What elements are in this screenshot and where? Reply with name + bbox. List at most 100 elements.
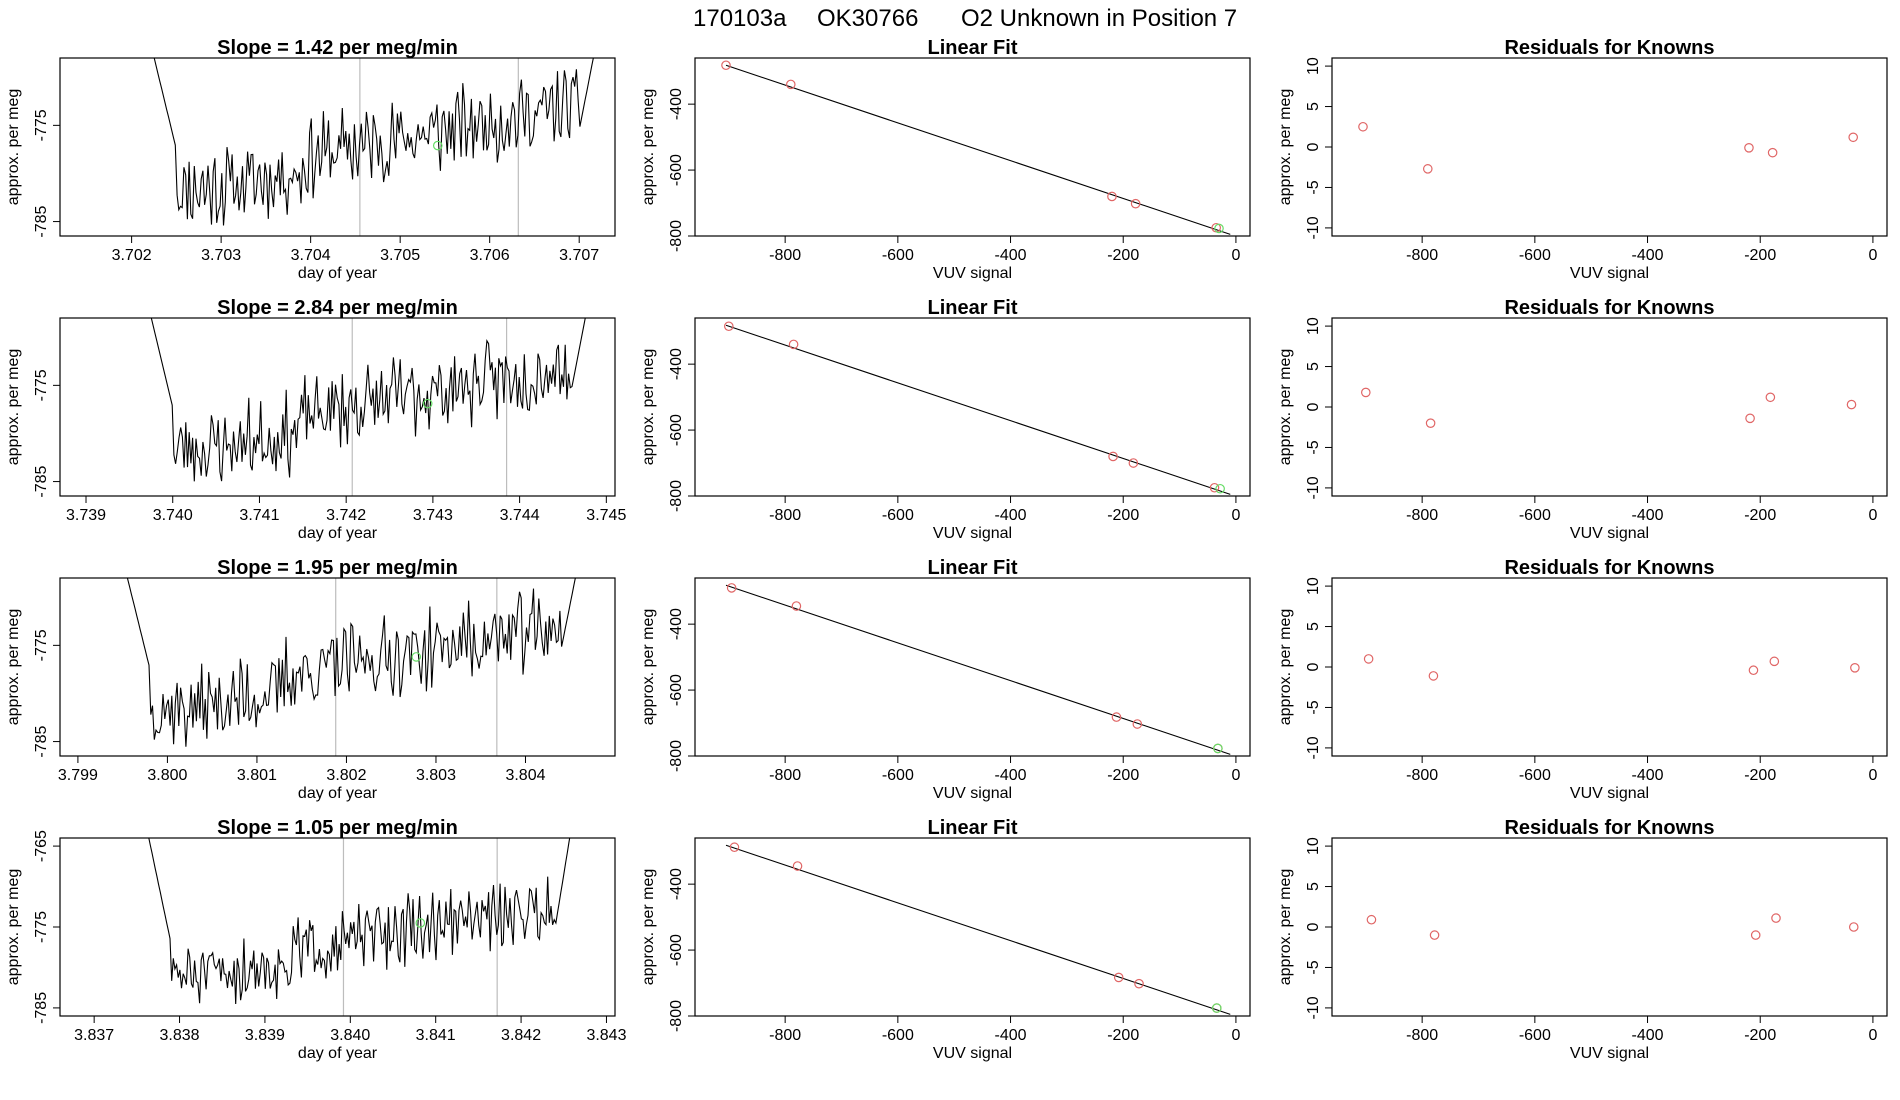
y-tick-label: -5 <box>1305 180 1322 194</box>
x-tick-label: 3.804 <box>505 767 545 784</box>
x-tick-label: 0 <box>1868 767 1877 784</box>
fit-line <box>725 844 1231 1015</box>
y-tick-label: 0 <box>1305 142 1322 151</box>
y-axis-label: approx. per meg <box>5 609 22 726</box>
y-tick-label: 5 <box>1305 102 1322 111</box>
fit-line <box>725 64 1231 235</box>
plot-area <box>1358 121 1858 174</box>
x-tick-label: -400 <box>995 247 1027 264</box>
known-point-marker <box>788 339 799 350</box>
y-tick-label: -800 <box>668 740 685 772</box>
x-axis-label: VUV signal <box>933 1045 1012 1062</box>
x-tick-label: -400 <box>995 767 1027 784</box>
x-tick-label: -800 <box>1406 247 1438 264</box>
x-axis-label: VUV signal <box>933 785 1012 802</box>
y-tick-label: -785 <box>33 725 50 757</box>
y-tick-label: 0 <box>1305 662 1322 671</box>
plot-frame <box>694 317 1251 497</box>
x-tick-label: -400 <box>1632 1027 1664 1044</box>
x-tick-label: 0 <box>1231 1027 1240 1044</box>
unknown-point-marker <box>432 140 443 151</box>
x-tick-label: 3.800 <box>147 767 187 784</box>
panel-title: Residuals for Knowns <box>1504 817 1714 839</box>
x-tick-label: -400 <box>1632 767 1664 784</box>
plot-area <box>725 583 1231 755</box>
x-tick-label: 3.739 <box>66 507 106 524</box>
y-tick-label: -785 <box>33 465 50 497</box>
x-tick-label: 3.741 <box>239 507 279 524</box>
known-point-marker <box>1128 458 1139 468</box>
x-tick-label: 0 <box>1868 1027 1877 1044</box>
x-tick-label: -600 <box>1519 767 1551 784</box>
residual-point-marker <box>1748 665 1759 676</box>
x-tick-label: -600 <box>1519 507 1551 524</box>
y-tick-label: -775 <box>33 109 50 141</box>
residual-point-marker <box>1769 656 1780 667</box>
panel-residuals-row1: Residuals for Knowns VUV signal approx. pe… <box>1277 37 1888 282</box>
known-point-marker <box>1132 719 1143 729</box>
y-tick-label: -785 <box>33 992 50 1024</box>
y-tick-label: -10 <box>1305 476 1322 499</box>
x-tick-label: 3.842 <box>501 1027 541 1044</box>
unknown-point-marker <box>1214 223 1224 234</box>
panel-title: Slope = 2.84 per meg/min <box>217 297 458 319</box>
x-axis-label: VUV signal <box>1570 265 1649 282</box>
x-tick-label: -200 <box>1107 767 1139 784</box>
plot-area <box>1363 654 1860 681</box>
y-tick-label: -600 <box>668 154 685 186</box>
x-tick-label: 3.802 <box>326 767 366 784</box>
x-tick-label: 3.745 <box>586 507 626 524</box>
x-tick-label: -200 <box>1107 507 1139 524</box>
panel-grid: Slope = 1.42 per meg/min day of year appro… <box>5 37 1888 1062</box>
x-tick-label: -800 <box>1406 507 1438 524</box>
x-axis-label: VUV signal <box>933 525 1012 542</box>
known-point-marker <box>729 842 740 853</box>
residual-point-marker <box>1767 147 1778 158</box>
y-tick-label: -400 <box>668 868 685 900</box>
x-tick-label: 3.803 <box>416 767 456 784</box>
plot-area <box>148 838 571 1016</box>
panel-title: Slope = 1.95 per meg/min <box>217 557 458 579</box>
plot-frame <box>1331 317 1888 497</box>
x-tick-label: 3.744 <box>500 507 540 524</box>
y-axis-label: approx. per meg <box>640 89 657 206</box>
plot-area <box>1366 913 1859 940</box>
x-tick-label: 3.743 <box>413 507 453 524</box>
y-axis-label: approx. per meg <box>1277 89 1294 206</box>
plot-frame <box>694 577 1251 757</box>
x-tick-label: -600 <box>1519 1027 1551 1044</box>
plot-frame <box>694 837 1251 1017</box>
y-tick-label: -10 <box>1305 996 1322 1019</box>
x-tick-label: -400 <box>995 1027 1027 1044</box>
x-axis-label: VUV signal <box>1570 1045 1649 1062</box>
x-tick-label: -400 <box>1632 507 1664 524</box>
known-point-marker <box>1108 451 1118 462</box>
signal-trace <box>126 578 576 747</box>
residual-point-marker <box>1422 164 1433 174</box>
residual-point-marker <box>1428 671 1439 681</box>
plot-frame <box>59 57 616 237</box>
panel-title: Residuals for Knowns <box>1504 557 1714 579</box>
known-point-marker <box>1209 482 1220 493</box>
x-tick-label: 3.702 <box>112 247 152 264</box>
panel-title: Linear Fit <box>927 37 1017 59</box>
panel-title: Linear Fit <box>927 817 1017 839</box>
panel-linear_fit-row4: Linear Fit VUV signal approx. per meg -800 -… <box>640 817 1251 1062</box>
x-tick-label: 3.707 <box>559 247 599 264</box>
x-tick-label: -600 <box>882 767 914 784</box>
x-tick-label: 3.703 <box>201 247 241 264</box>
plot-area <box>724 321 1231 495</box>
y-tick-label: -775 <box>33 369 50 401</box>
panel-title: Slope = 1.42 per meg/min <box>217 37 458 59</box>
x-tick-label: -600 <box>882 507 914 524</box>
x-tick-label: 3.843 <box>586 1027 626 1044</box>
x-axis-label: day of year <box>298 525 378 542</box>
panel-linear_fit-row3: Linear Fit VUV signal approx. per meg -800 -… <box>640 557 1251 802</box>
y-axis-label: approx. per meg <box>640 609 657 726</box>
plot-area <box>150 318 586 496</box>
plot-frame <box>59 577 616 757</box>
residual-point-marker <box>1366 914 1377 925</box>
unknown-point-marker <box>415 918 426 928</box>
fit-line <box>725 584 1231 755</box>
